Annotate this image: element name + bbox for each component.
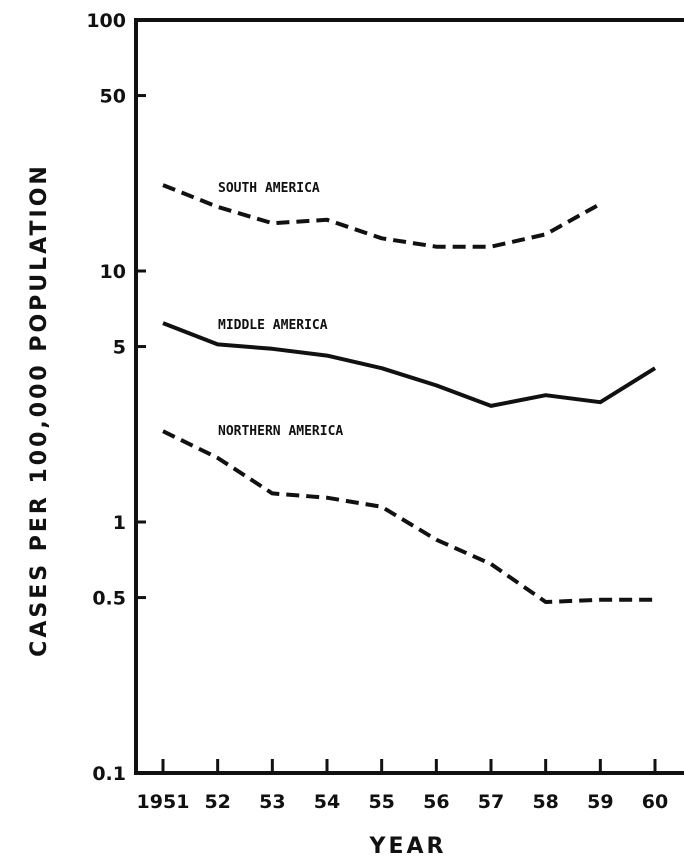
x-tick-label: 53: [259, 791, 285, 813]
y-tick-label: 0.5: [92, 588, 126, 610]
x-tick-label: 59: [587, 791, 613, 813]
series-label-middle-america: MIDDLE AMERICA: [218, 318, 328, 333]
axes: 0.1 0.5 1 5 10 50 100 1951 52 53 54 55 56 57 58 59 60: [86, 10, 684, 813]
y-tick-label: 10: [100, 261, 126, 283]
x-tick-label: 56: [423, 791, 449, 813]
x-tick-label: 58: [532, 791, 558, 813]
y-tick-label: 0.1: [92, 763, 126, 785]
x-tick-label: 1951: [137, 791, 190, 813]
series-label-south-america: SOUTH AMERICA: [218, 181, 320, 196]
y-tick-label: 50: [100, 86, 126, 108]
x-tick-label: 57: [478, 791, 504, 813]
x-tick-label: 60: [642, 791, 668, 813]
y-tick-label: 1: [113, 512, 126, 534]
x-tick-label: 54: [314, 791, 340, 813]
series-line-middle-america: [162, 321, 657, 408]
series-line-northern-america: [162, 429, 655, 604]
y-tick-label: 100: [86, 10, 126, 32]
series-lines: [162, 183, 657, 604]
x-tick-label: 55: [368, 791, 394, 813]
x-axis-title: YEAR: [369, 834, 447, 859]
series-labels: SOUTH AMERICA MIDDLE AMERICA NORTHERN AMER…: [218, 181, 343, 439]
x-tick-label: 52: [204, 791, 230, 813]
series-label-northern-america: NORTHERN AMERICA: [218, 424, 343, 439]
y-axis-title: CASES PER 100,000 POPULATION: [27, 163, 52, 657]
y-tick-label: 5: [113, 337, 126, 359]
